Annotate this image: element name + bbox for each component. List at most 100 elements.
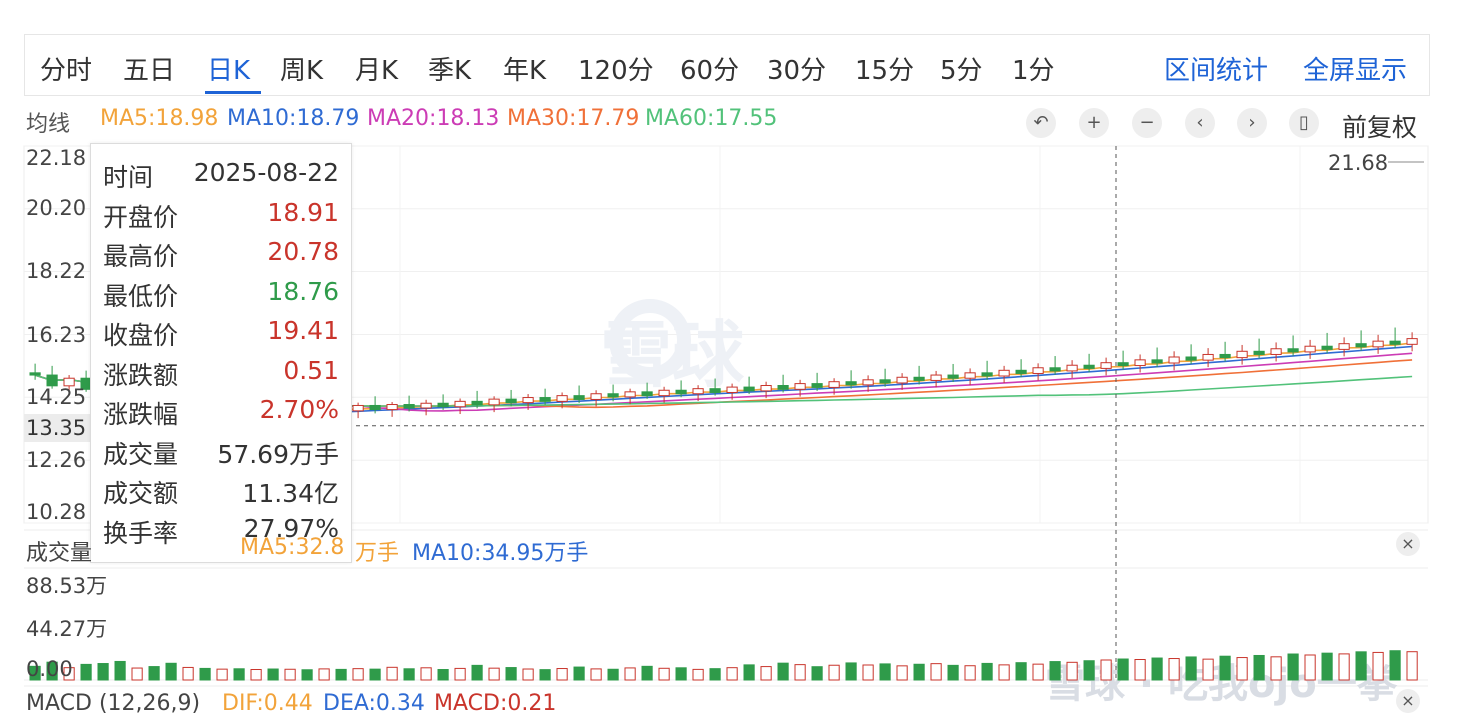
candle-body [964, 372, 976, 379]
left-arrow-icon[interactable]: ‹ [1185, 108, 1215, 138]
volume-bar [1321, 652, 1333, 681]
volume-bar [964, 665, 976, 681]
tab-3[interactable]: 周K [280, 56, 324, 86]
volume-bar [488, 667, 500, 681]
tab-7[interactable]: 120分 [578, 56, 654, 86]
tab-11[interactable]: 5分 [940, 56, 983, 86]
volume-bar [1015, 662, 1027, 681]
candle-body [556, 395, 568, 402]
tooltip-value: 27.97% [243, 513, 339, 543]
volume-bar [29, 665, 41, 681]
candle-body [573, 395, 585, 400]
tab-4[interactable]: 月K [355, 56, 399, 86]
tab-9[interactable]: 30分 [767, 56, 827, 86]
volume-bar [760, 666, 772, 681]
volume-bar [1117, 658, 1129, 681]
volume-bar [896, 665, 908, 681]
volume-bar [148, 666, 160, 681]
close-volume-icon[interactable]: × [1396, 532, 1420, 556]
volume-bar [1168, 658, 1180, 681]
volume-bar [1151, 657, 1163, 681]
tooltip-value: 18.91 [267, 197, 339, 227]
volume-bar [1355, 651, 1367, 681]
volume-bar [675, 667, 687, 681]
volume-bar [46, 661, 58, 681]
adjust-mode-selector[interactable]: 前复权 [1342, 113, 1418, 142]
tab-10[interactable]: 15分 [855, 56, 915, 86]
undo-icon[interactable]: ↶ [1026, 108, 1056, 138]
candle-body [369, 404, 381, 411]
candle-body [488, 398, 500, 406]
volume-bar [947, 664, 959, 681]
volume-bar [590, 668, 602, 681]
candle-body [403, 404, 415, 409]
candle-body [1117, 362, 1129, 367]
volume-axis-label: 0.00 [26, 657, 73, 681]
candle-icon[interactable]: ▯ [1289, 108, 1319, 138]
candle-body [879, 379, 891, 384]
tooltip-row: 成交额 11.34亿 [103, 474, 339, 508]
candle-body [777, 385, 789, 390]
candle-body [845, 381, 857, 386]
tooltip-row: 最低价 18.76 [103, 277, 339, 311]
candle-body [743, 386, 755, 392]
tab-8[interactable]: 60分 [680, 56, 740, 86]
volume-bar [658, 667, 670, 681]
volume-bar [539, 669, 551, 681]
volume-bar [709, 668, 721, 681]
tab-1[interactable]: 五日 [123, 56, 176, 86]
tooltip-key: 最高价 [103, 242, 179, 271]
tab-0[interactable]: 分时 [40, 56, 93, 86]
price-axis-label: 12.26 [26, 448, 87, 472]
candle-body [1015, 369, 1027, 374]
volume-bar [1389, 650, 1401, 681]
tooltip-key: 换手率 [103, 518, 179, 548]
tooltip-key: 时间 [103, 163, 154, 192]
volume-bar [1253, 654, 1265, 681]
candle-body [1151, 359, 1163, 364]
zoom-in-icon[interactable]: + [1079, 108, 1109, 138]
volume-bar [471, 664, 483, 681]
candle-body [1355, 343, 1367, 348]
tooltip-value: 11.34亿 [242, 479, 339, 508]
fullscreen-link[interactable]: 全屏显示 [1303, 56, 1408, 86]
range-stats-link[interactable]: 区间统计 [1164, 56, 1269, 86]
tooltip-key: 成交量 [103, 439, 179, 469]
candle-body [675, 389, 687, 395]
volume-bar [1134, 659, 1146, 681]
volume-ma5-prefix: MA5:32.8 [240, 535, 345, 560]
tooltip-value: 19.41 [267, 316, 339, 345]
ma-legend-4: MA60:17.55 [645, 106, 778, 131]
tooltip-key: 成交额 [103, 479, 179, 508]
macd-dif: DIF:0.44 [222, 691, 313, 716]
candle-body [658, 389, 670, 397]
candle-body [1032, 367, 1044, 374]
tab-6[interactable]: 年K [503, 56, 547, 86]
tooltip-key: 最低价 [103, 281, 179, 311]
right-arrow-icon[interactable]: › [1237, 108, 1267, 138]
tab-12[interactable]: 1分 [1012, 56, 1055, 86]
volume-bar [250, 669, 262, 681]
volume-bar [301, 669, 313, 681]
candle-body [981, 372, 993, 377]
zoom-out-icon[interactable]: − [1132, 108, 1162, 138]
close-macd-icon[interactable]: × [1396, 689, 1420, 713]
candle-body [1134, 359, 1146, 367]
candle-body [1185, 356, 1197, 361]
tab-5[interactable]: 季K [428, 56, 472, 86]
volume-bar [641, 665, 653, 681]
volume-bar [811, 666, 823, 681]
volume-bar [1219, 655, 1231, 681]
volume-bar [437, 669, 449, 681]
volume-bar [879, 663, 891, 681]
volume-bar [777, 662, 789, 681]
volume-bar [403, 668, 415, 681]
macd-value: MACD:0.21 [434, 691, 557, 716]
tooltip-row: 最高价 20.78 [103, 237, 339, 271]
ma-legend-2: MA20:18.13 [367, 106, 500, 131]
volume-bar [998, 664, 1010, 681]
tab-2[interactable]: 日K [207, 56, 251, 86]
volume-bar [981, 662, 993, 681]
candle-body [539, 397, 551, 402]
candle-body [471, 400, 483, 406]
